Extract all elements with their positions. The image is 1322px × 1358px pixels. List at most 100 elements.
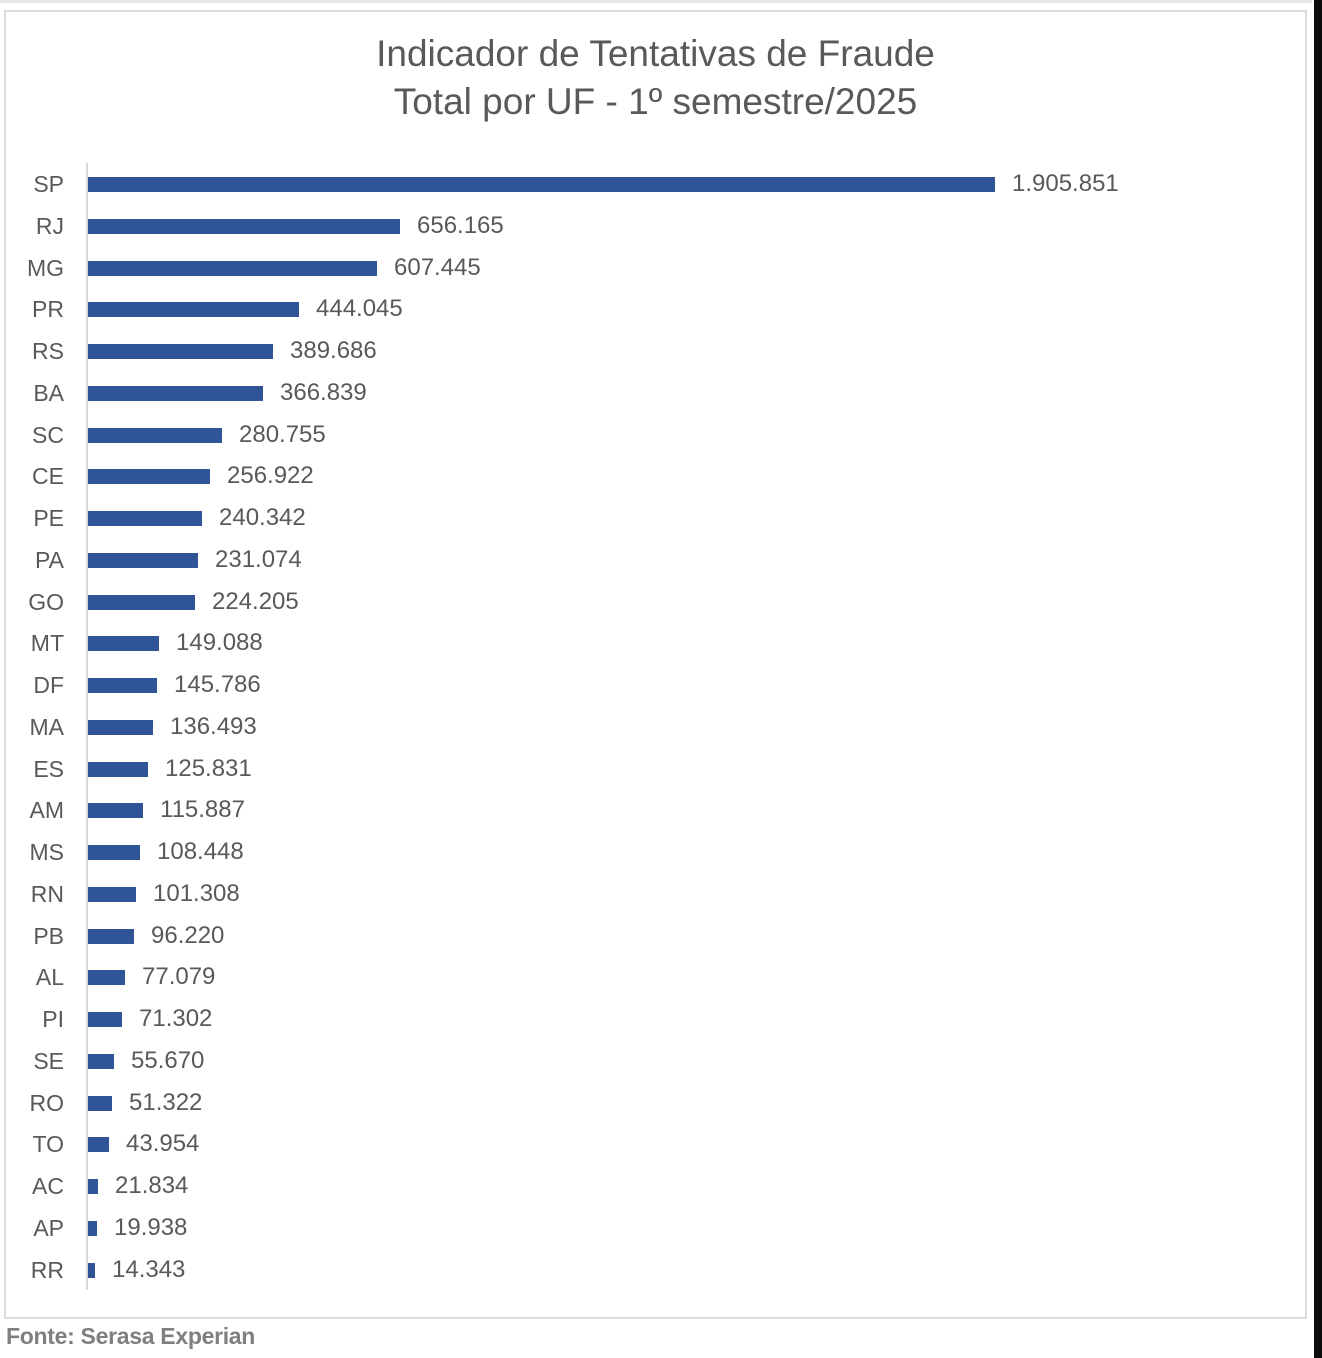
category-label: TO — [32, 1131, 64, 1158]
bar — [88, 427, 222, 443]
bar — [88, 803, 143, 819]
chart-title-line2: Total por UF - 1º semestre/2025 — [393, 81, 918, 122]
value-label: 19.938 — [114, 1213, 188, 1241]
category-label: MS — [29, 839, 65, 865]
value-label: 108.448 — [157, 838, 244, 865]
category-label: RO — [29, 1089, 65, 1116]
bar — [88, 761, 148, 777]
value-label: 280.755 — [239, 420, 326, 448]
category-label: SC — [32, 421, 64, 448]
bar — [88, 1220, 97, 1236]
bar — [88, 1095, 112, 1111]
bar — [88, 260, 377, 276]
bar-row-se: SE 55.670 — [0, 1040, 1300, 1082]
bar-row-ce: CE 256.922 — [0, 455, 1300, 497]
value-label: 607.445 — [394, 253, 481, 281]
chart-title: Indicador de Tentativas de Fraude Total … — [4, 30, 1307, 126]
bar — [88, 344, 273, 359]
bar-row-df: DF 145.786 — [0, 664, 1300, 706]
bar — [88, 385, 263, 401]
bar — [88, 719, 153, 735]
category-label: AC — [32, 1173, 64, 1199]
bar-row-pi: PI 71.302 — [0, 998, 1300, 1040]
bar-row-rj: RJ 656.165 — [0, 205, 1300, 247]
bar — [88, 302, 299, 318]
bar-row-rn: RN 101.308 — [0, 873, 1300, 915]
bar-row-es: ES 125.831 — [0, 748, 1300, 790]
value-label: 115.887 — [160, 796, 245, 824]
value-label: 145.786 — [174, 671, 261, 698]
bar-row-go: GO 224.205 — [0, 581, 1300, 623]
category-label: PA — [35, 546, 64, 573]
category-axis-line — [86, 163, 88, 1290]
bar-row-ba: BA 366.839 — [0, 372, 1300, 414]
bar-row-ac: AC 21.834 — [0, 1165, 1300, 1207]
bar-row-sp: SP 1.905.851 — [0, 163, 1300, 205]
bar — [88, 970, 125, 986]
category-label: PI — [42, 1006, 64, 1032]
bar — [88, 1179, 98, 1194]
bar — [88, 1262, 95, 1278]
bar-row-to: TO 43.954 — [0, 1123, 1300, 1165]
value-label: 77.079 — [142, 963, 216, 991]
bar-row-pa: PA 231.074 — [0, 539, 1300, 581]
bar — [88, 1012, 122, 1027]
category-label: MT — [30, 630, 64, 657]
bar — [88, 469, 210, 485]
right-edge-bar — [1314, 0, 1322, 1358]
chart-title-line1: Indicador de Tentativas de Fraude — [376, 33, 935, 74]
category-label: BA — [33, 379, 64, 406]
value-label: 231.074 — [215, 545, 302, 573]
category-label: AL — [35, 964, 64, 991]
value-label: 656.165 — [417, 211, 504, 239]
value-label: 43.954 — [126, 1130, 200, 1158]
value-label: 224.205 — [212, 587, 299, 615]
bar-row-pb: PB 96.220 — [0, 915, 1300, 957]
category-label: ES — [33, 755, 64, 782]
bar-row-ma: MA 136.493 — [0, 706, 1300, 748]
bar — [88, 886, 136, 902]
value-label: 21.834 — [115, 1172, 189, 1199]
bar — [88, 1137, 109, 1153]
bar — [88, 552, 198, 568]
bar-row-pe: PE 240.342 — [0, 497, 1300, 539]
category-label: RS — [32, 338, 64, 364]
category-label: RN — [30, 880, 64, 907]
bar-row-sc: SC 280.755 — [0, 414, 1300, 456]
category-label: DF — [33, 672, 64, 698]
value-label: 149.088 — [176, 629, 263, 657]
value-label: 55.670 — [131, 1046, 205, 1074]
value-label: 71.302 — [139, 1005, 213, 1032]
value-label: 1.905.851 — [1012, 170, 1119, 197]
category-label: SP — [33, 171, 64, 197]
bar — [88, 636, 159, 652]
category-label: PE — [33, 505, 64, 531]
value-label: 14.343 — [112, 1255, 186, 1283]
bar — [88, 1053, 114, 1069]
value-label: 136.493 — [170, 712, 257, 740]
value-label: 256.922 — [227, 462, 314, 490]
value-label: 101.308 — [153, 879, 240, 907]
bar-row-rr: RR 14.343 — [0, 1249, 1300, 1291]
bar-row-al: AL 77.079 — [0, 956, 1300, 998]
value-label: 96.220 — [151, 921, 225, 949]
category-label: AM — [29, 797, 65, 824]
bar — [88, 845, 140, 860]
bar — [88, 511, 202, 526]
category-label: MA — [29, 713, 65, 740]
category-label: MG — [26, 254, 64, 281]
bar-row-rs: RS 389.686 — [0, 330, 1300, 372]
category-label: CE — [32, 463, 64, 490]
value-label: 389.686 — [290, 337, 377, 364]
bar — [88, 177, 995, 192]
value-label: 125.831 — [165, 754, 252, 782]
bar — [88, 678, 157, 693]
value-label: 366.839 — [280, 378, 367, 406]
bar-row-am: AM 115.887 — [0, 789, 1300, 831]
bar-row-ro: RO 51.322 — [0, 1082, 1300, 1124]
value-label: 444.045 — [316, 295, 403, 323]
category-label: PB — [33, 922, 64, 949]
bar-row-mt: MT 149.088 — [0, 622, 1300, 664]
bar — [88, 928, 134, 944]
bar-row-ms: MS 108.448 — [0, 831, 1300, 873]
